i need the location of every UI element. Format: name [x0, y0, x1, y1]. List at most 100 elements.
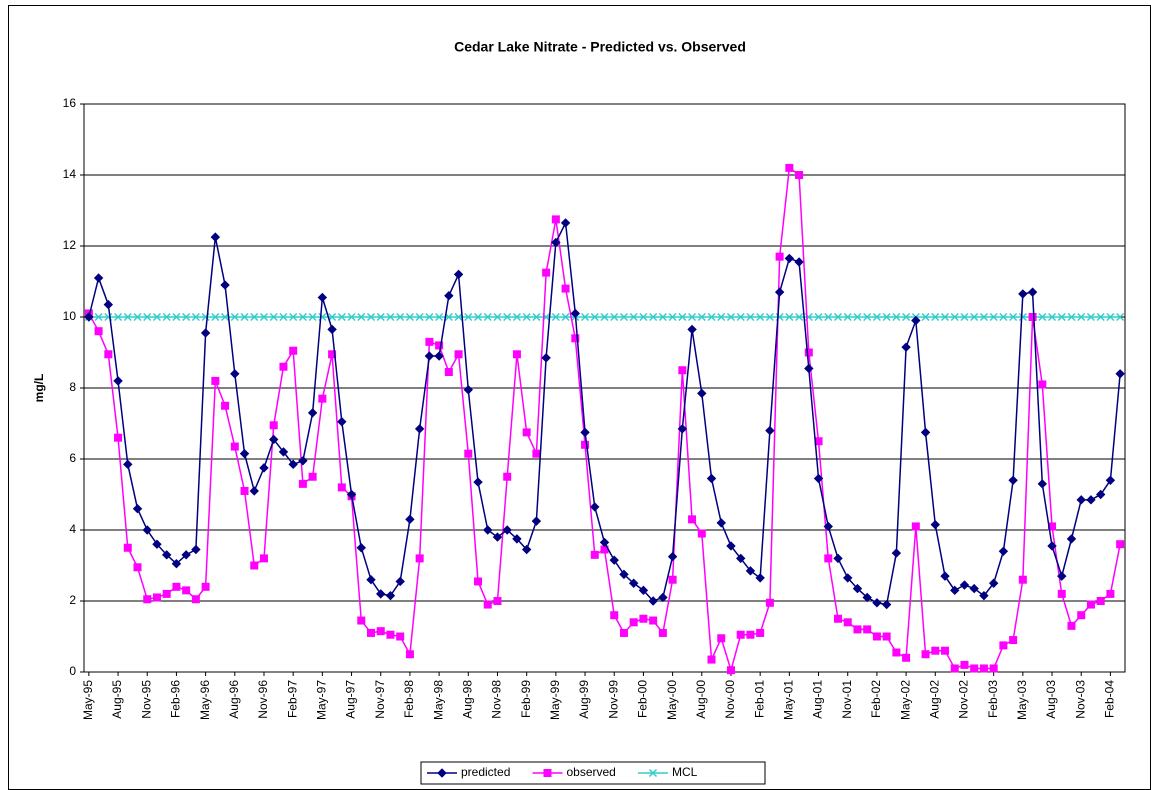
marker: [152, 593, 161, 602]
marker: [863, 312, 872, 322]
legend-label: observed: [566, 765, 615, 779]
marker: [269, 312, 278, 322]
marker: [269, 434, 279, 445]
marker: [551, 312, 560, 322]
marker: [250, 561, 259, 570]
marker: [668, 575, 677, 584]
x-tick-label: Nov-98: [490, 680, 504, 719]
marker: [1047, 312, 1057, 322]
marker: [454, 312, 463, 322]
marker: [104, 350, 113, 359]
y-tick-label: 10: [63, 309, 77, 323]
marker: [629, 312, 638, 322]
marker: [454, 350, 463, 359]
marker: [279, 312, 288, 322]
marker: [512, 350, 521, 359]
marker: [560, 218, 571, 228]
marker: [581, 440, 590, 449]
marker: [279, 362, 288, 371]
marker: [1057, 571, 1067, 581]
marker: [1116, 540, 1125, 549]
marker: [298, 456, 308, 466]
x-tick-label: Feb-00: [636, 680, 650, 718]
marker: [941, 646, 950, 655]
marker: [473, 312, 483, 322]
x-tick-label: Aug-98: [460, 680, 474, 719]
marker: [872, 312, 881, 322]
marker: [1018, 312, 1027, 322]
marker: [308, 472, 317, 481]
x-tick-label: Nov-01: [840, 680, 854, 719]
marker: [347, 312, 356, 322]
x-tick-label: Aug-96: [227, 680, 241, 719]
marker: [551, 215, 560, 224]
marker: [1047, 541, 1057, 551]
marker: [882, 312, 891, 322]
marker: [543, 769, 552, 777]
marker: [1018, 289, 1028, 299]
x-tick-label: Nov-02: [957, 680, 971, 719]
x-tick-label: May-99: [548, 680, 562, 720]
marker: [853, 625, 862, 634]
marker: [1009, 636, 1018, 645]
marker: [609, 555, 619, 565]
marker: [191, 595, 200, 604]
marker: [424, 351, 435, 361]
marker: [950, 312, 959, 322]
marker: [278, 447, 289, 457]
marker: [307, 408, 318, 418]
marker: [639, 312, 648, 322]
x-tick-label: May-97: [315, 680, 329, 720]
marker: [697, 388, 707, 399]
marker: [629, 618, 638, 627]
marker: [230, 442, 239, 451]
marker: [483, 600, 492, 609]
marker: [308, 312, 317, 322]
marker: [239, 448, 250, 459]
marker: [697, 312, 706, 322]
marker: [474, 577, 483, 586]
marker: [84, 312, 94, 322]
marker: [123, 543, 132, 552]
marker: [162, 589, 171, 598]
marker: [872, 598, 882, 608]
marker: [570, 308, 581, 319]
marker: [493, 312, 502, 322]
marker: [1086, 600, 1095, 609]
marker: [346, 489, 357, 500]
marker: [103, 299, 114, 310]
marker: [649, 312, 658, 322]
marker: [979, 312, 988, 322]
marker: [902, 653, 911, 662]
x-tick-label: Feb-99: [519, 680, 533, 718]
marker: [561, 312, 570, 322]
marker: [1057, 312, 1066, 322]
marker: [230, 312, 239, 322]
marker: [114, 433, 123, 442]
marker: [843, 618, 852, 627]
marker: [862, 592, 872, 603]
marker: [1077, 312, 1086, 322]
marker: [143, 312, 152, 322]
marker: [707, 312, 716, 322]
marker: [872, 632, 881, 641]
marker: [960, 660, 969, 669]
marker: [211, 376, 220, 385]
marker: [531, 516, 542, 526]
y-tick-label: 2: [69, 593, 76, 607]
x-tick-label: Aug-02: [927, 680, 941, 719]
x-tick-label: Aug-03: [1044, 680, 1058, 719]
y-tick-label: 0: [69, 664, 76, 678]
marker: [979, 590, 989, 601]
marker: [132, 503, 143, 514]
marker: [376, 589, 386, 599]
marker: [288, 459, 298, 470]
marker: [999, 312, 1008, 322]
marker: [1086, 312, 1095, 322]
marker: [795, 171, 804, 179]
marker: [804, 363, 814, 374]
marker: [269, 421, 278, 430]
marker: [950, 585, 960, 596]
marker: [891, 548, 902, 558]
marker: [989, 312, 998, 322]
